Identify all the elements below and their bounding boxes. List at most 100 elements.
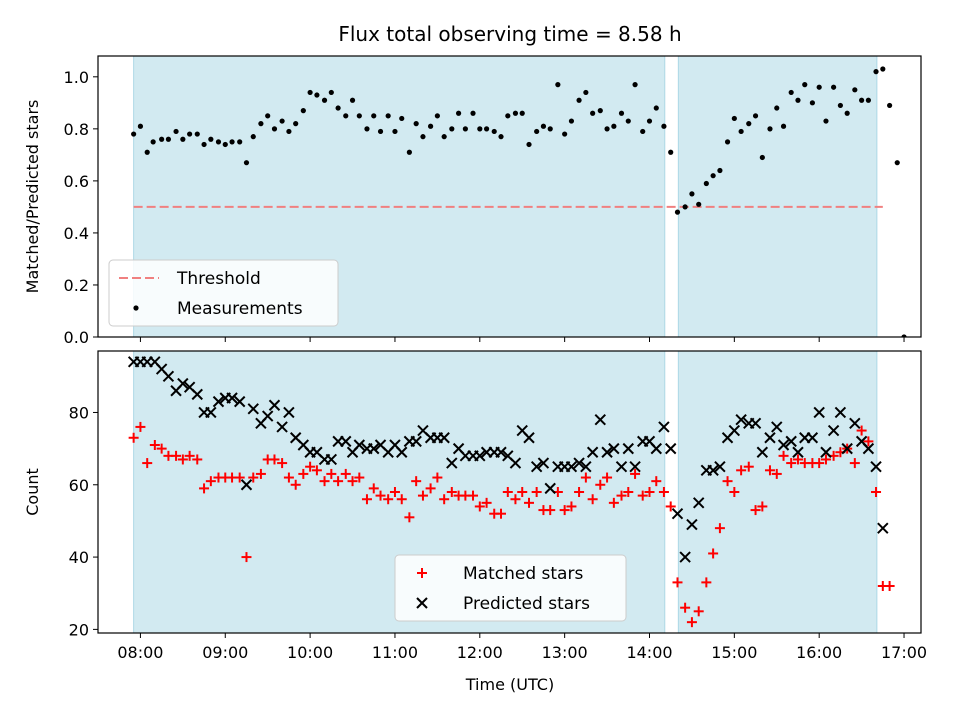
measurement-point [208,136,214,142]
matched-stars-point [665,501,676,512]
measurement-point [873,69,879,75]
measurement-point [243,160,250,166]
measurement-point [604,126,610,132]
measurement-point [222,141,228,148]
y-tick-label: 80 [69,403,89,422]
legend-2: Matched stars Predicted stars [394,554,627,622]
measurement-point [449,126,455,132]
measurement-point [590,110,596,116]
matched-stars-point [574,487,585,497]
matched-stars-point [404,512,415,523]
measurement-point [470,110,476,116]
matched-stars-point [184,450,195,461]
measurement-point [307,89,313,96]
predicted-stars-point [650,442,662,455]
predicted-stars-point [679,551,691,563]
matched-stars-point [156,443,167,454]
measurement-point [752,113,759,119]
matched-stars-point [368,483,379,494]
predicted-stars-point [862,442,875,455]
matched-stars-point [757,501,768,512]
matched-stars-point [849,458,860,469]
measurement-point [512,110,519,116]
measurement-point [759,154,765,161]
measurement-point [837,102,843,109]
matched-stars-point [686,617,697,628]
x-tick-label: 16:00 [796,643,842,662]
y-axis-label-1: Matched/Predicted stars [23,100,42,294]
matched-stars-point [361,494,372,505]
matched-stars-point [383,494,394,505]
matched-stars-point [411,476,422,487]
x-tick-label: 12:00 [457,643,503,662]
matched-stars-point [149,440,160,450]
matched-stars-point [714,523,725,534]
measurement-point [774,105,780,111]
measurement-point [420,134,426,140]
measurement-point [724,139,731,145]
y-tick-label: 40 [69,548,89,567]
matched-stars-point [722,476,733,487]
predicted-stars-point [792,446,804,458]
measurement-point [583,89,589,96]
matched-stars-point [651,476,662,487]
measurement-point [321,97,328,103]
predicted-stars-point [841,442,853,455]
measurement-point [746,121,752,127]
matched-stars-point [510,494,521,505]
measurement-point [526,141,532,148]
predicted-stars-point [601,446,613,458]
matched-stars-point [637,490,648,501]
measurement-point [852,87,858,93]
measurement-point [844,110,850,116]
legend-predicted-swatch [416,597,428,609]
measurement-point [802,82,808,88]
matched-stars-point [566,501,577,512]
measurement-point [618,110,625,116]
matched-stars-point [884,581,895,591]
measurement-point [611,123,617,129]
predicted-stars-point [537,457,550,469]
matched-stars-point [743,461,754,472]
matched-stars-point [375,490,386,501]
measurement-point [597,108,603,114]
x-tick-label: 15:00 [711,643,757,662]
measurement-point [356,113,362,119]
predicted-stars-point [544,482,556,495]
y-tick-label: 0.6 [64,172,89,191]
measurement-point [865,97,871,103]
plot-area-2 [127,356,895,628]
measurement-point [894,160,900,166]
measurement-point [229,139,235,145]
measurement-point [653,105,659,111]
matched-stars-point [786,458,797,469]
x-axis-label: Time (UTC) [465,675,554,694]
matched-stars-point [425,483,436,494]
measurement-point [477,126,483,132]
measurement-point [540,123,547,129]
matched-stars-point [269,454,280,465]
matched-stars-point [241,552,252,563]
measurement-point [483,126,490,132]
predicted-stars-point [664,442,677,455]
matched-stars-point [248,472,259,483]
measurement-point [300,108,306,114]
predicted-stars-point [834,406,847,419]
matched-stars-point [856,425,867,436]
measurement-point [201,141,207,148]
predicted-stars-point [692,497,705,509]
measurement-point [880,66,886,72]
matched-stars-point [580,472,591,483]
predicted-stars-point [586,446,599,458]
x-tick-label: 14:00 [626,643,672,662]
axes-frame-1 [97,55,922,338]
measurement-point [823,118,829,124]
measurement-point [767,126,773,132]
matched-stars-point [128,432,139,443]
measurement-point [547,126,553,132]
matched-stars-point [192,454,203,465]
matched-stars-point [771,468,782,479]
measurement-point [194,131,200,137]
predicted-stars-point [191,388,203,401]
